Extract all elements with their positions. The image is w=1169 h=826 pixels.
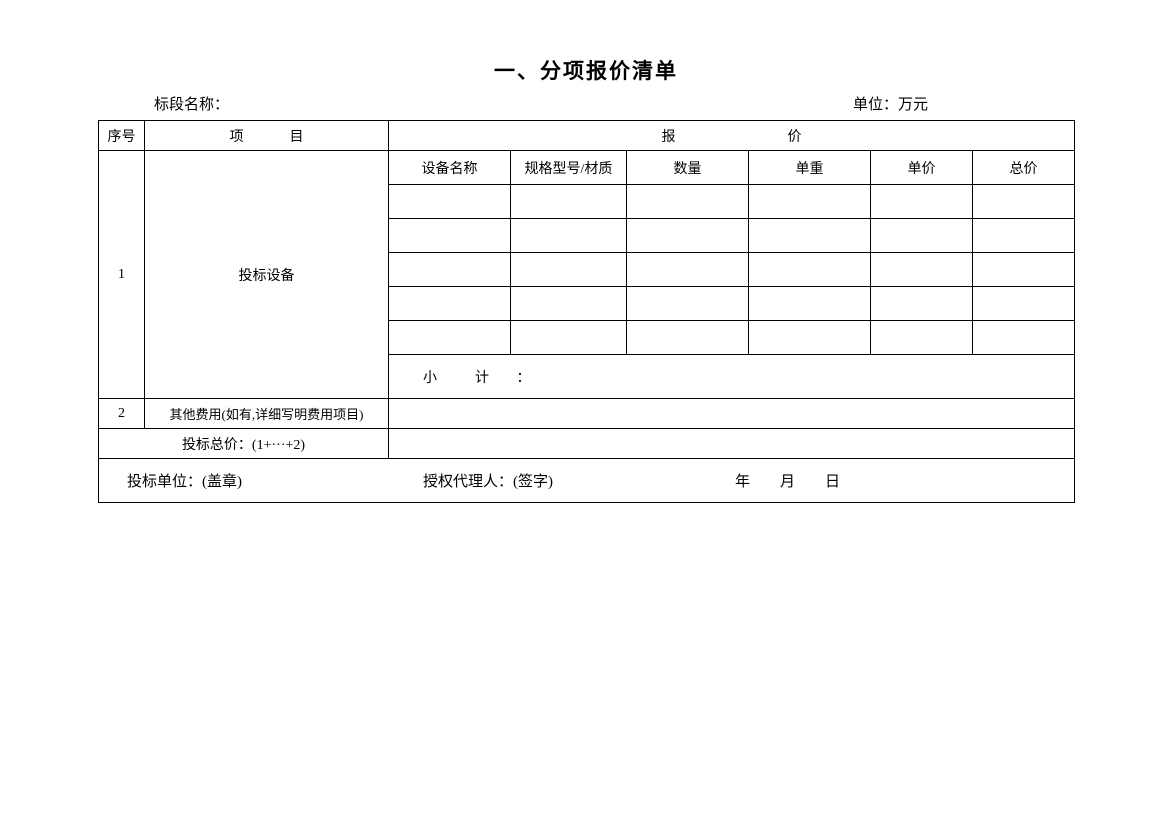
col-weight: 单重 [749,151,871,185]
col-spec: 规格型号/材质 [511,151,627,185]
unit-label: 单位：万元 [853,93,1068,114]
cell-seq-1: 1 [99,151,145,399]
section-name-label: 标段名称： [154,93,229,114]
cell-seq-2: 2 [99,399,145,429]
other-cost-row: 2 其他费用(如有,详细写明费用项目) [99,399,1075,429]
cell-item-2: 其他费用(如有,详细写明费用项目) [145,399,389,429]
sign-unit: 投标单位：(盖章) [127,470,423,491]
cell-item-1: 投标设备 [145,151,389,399]
cell-other-value [389,399,1075,429]
col-seq: 序号 [99,121,145,151]
col-equip-name: 设备名称 [389,151,511,185]
header-row: 标段名称： 单位：万元 [98,93,1074,120]
quote-table: 序号 项 目 报 价 1 投标设备 设备名称 规格型号/材质 数量 单重 单价 … [98,120,1075,503]
table-header-row: 序号 项 目 报 价 [99,121,1075,151]
total-label: 投标总价：(1+···+2) [99,429,389,459]
col-qty: 数量 [627,151,749,185]
sign-agent: 授权代理人：(签字) [423,470,735,491]
subtotal-label: 小 计 ： [389,355,1075,399]
total-row: 投标总价：(1+···+2) [99,429,1075,459]
col-item: 项 目 [145,121,389,151]
col-total-price: 总价 [973,151,1075,185]
signature-row: 投标单位：(盖章) 授权代理人：(签字) 年 月 日 [99,459,1075,503]
table-subheader-row: 1 投标设备 设备名称 规格型号/材质 数量 单重 单价 总价 [99,151,1075,185]
col-quote: 报 价 [389,121,1075,151]
page-title: 一、分项报价清单 [98,55,1074,85]
col-unit-price: 单价 [871,151,973,185]
total-value [389,429,1075,459]
sign-date: 年 月 日 [735,470,840,491]
